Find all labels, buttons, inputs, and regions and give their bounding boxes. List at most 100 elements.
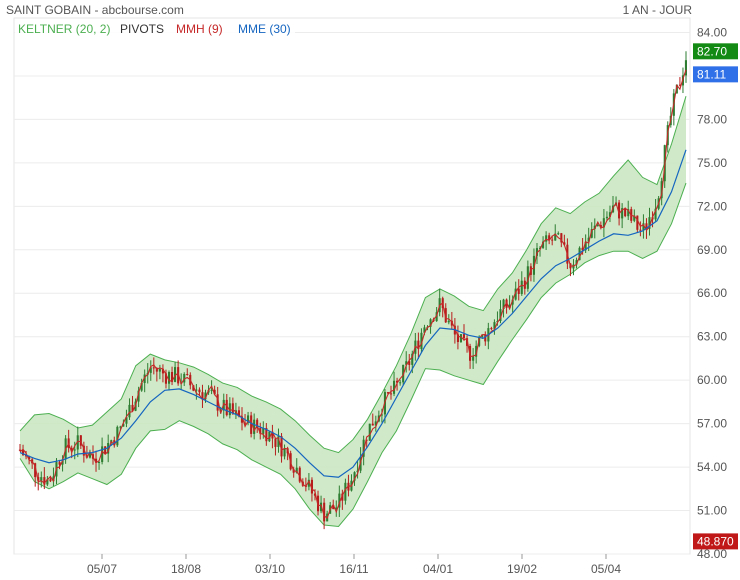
- last-value-labels: 82.70 81.11 48.870: [693, 43, 738, 550]
- candle-body: [390, 393, 393, 395]
- candle-body: [368, 423, 371, 441]
- y-tick-label: 72.00: [697, 199, 727, 213]
- candle-body: [344, 482, 347, 501]
- candle-body: [262, 428, 265, 434]
- indicator-lines: [19, 69, 687, 519]
- candle-body: [119, 426, 122, 428]
- candle-body: [581, 247, 584, 251]
- candle-body: [514, 288, 517, 300]
- candle-body: [405, 361, 408, 365]
- candle-body: [605, 216, 608, 219]
- candle-body: [18, 449, 21, 451]
- candle-body: [593, 225, 596, 229]
- candle-body: [423, 327, 426, 333]
- candle-body: [557, 233, 560, 235]
- candle-body: [244, 422, 247, 424]
- y-tick-label: 78.00: [697, 112, 727, 126]
- candle-body: [168, 372, 171, 384]
- candle-body: [429, 319, 432, 327]
- candle-body: [186, 374, 189, 375]
- last-value-badge: [693, 43, 738, 60]
- y-tick-label: 66.00: [697, 286, 727, 300]
- candle-body: [554, 233, 557, 241]
- y-tick-label: 57.00: [697, 417, 727, 431]
- candle-body: [493, 322, 496, 329]
- candle-body: [210, 389, 213, 391]
- candle-body: [140, 383, 143, 391]
- legend-item[interactable]: PIVOTS: [120, 22, 164, 36]
- candle-body: [34, 463, 37, 478]
- candle-body: [40, 477, 43, 481]
- candle-body: [310, 479, 313, 494]
- legend-item[interactable]: KELTNER (20, 2): [18, 22, 110, 36]
- candle-body: [545, 235, 548, 242]
- mme-line: [19, 149, 687, 478]
- candle-body: [174, 367, 177, 382]
- candle-body: [247, 415, 250, 423]
- candle-body: [307, 479, 310, 487]
- candle-body: [563, 242, 566, 245]
- candle-body: [149, 367, 152, 373]
- candle-body: [88, 454, 91, 458]
- candle-body: [575, 260, 578, 265]
- candle-body: [511, 299, 514, 305]
- candle-body: [645, 223, 648, 229]
- candle-body: [104, 446, 107, 454]
- candle-body: [49, 479, 52, 482]
- candle-body: [128, 404, 131, 418]
- candle-body: [542, 241, 545, 248]
- candle-body: [201, 392, 204, 400]
- y-tick-label: 69.00: [697, 243, 727, 257]
- legend-item[interactable]: MME (30): [238, 22, 291, 36]
- candle-body: [447, 320, 450, 323]
- period-label[interactable]: 1 AN - JOUR: [622, 3, 692, 17]
- y-tick-label: 63.00: [697, 330, 727, 344]
- y-tick-label: 75.00: [697, 156, 727, 170]
- candle-body: [587, 237, 590, 242]
- candle-body: [508, 304, 511, 308]
- legend-item[interactable]: MMH (9): [176, 22, 223, 36]
- candle-body: [161, 368, 164, 374]
- candle-body: [399, 382, 402, 384]
- candle-body: [523, 280, 526, 289]
- candle-body: [386, 392, 389, 394]
- candle-body: [25, 455, 28, 457]
- candle-body: [684, 60, 687, 76]
- last-value-badge: [693, 533, 738, 550]
- candle-body: [332, 505, 335, 510]
- candle-body: [137, 390, 140, 402]
- candle-body: [411, 353, 414, 365]
- candle-body: [277, 436, 280, 447]
- y-axis: 84.0081.0078.0075.0072.0069.0066.0063.00…: [697, 25, 727, 561]
- candle-body: [490, 328, 493, 330]
- y-tick-label: 54.00: [697, 460, 727, 474]
- candle-body: [520, 280, 523, 294]
- candle-body: [107, 443, 110, 454]
- candle-body: [28, 456, 31, 460]
- candle-body: [274, 438, 277, 447]
- candle-body: [125, 417, 128, 424]
- candle-body: [362, 439, 365, 457]
- candle-body: [143, 374, 146, 383]
- candle-body: [338, 493, 341, 508]
- last-value-badge: [693, 66, 738, 83]
- x-tick-label: 05/04: [591, 562, 621, 576]
- candle-body: [213, 389, 216, 395]
- candle-body: [627, 209, 630, 217]
- candle-body: [250, 415, 253, 434]
- last-value-text: 48.870: [697, 534, 734, 548]
- candle-body: [204, 392, 207, 400]
- candle-body: [101, 446, 104, 462]
- candle-body: [648, 217, 651, 229]
- candle-body: [639, 229, 642, 231]
- candle-body: [475, 345, 478, 357]
- candle-body: [158, 368, 161, 372]
- candle-body: [602, 218, 605, 228]
- candle-body: [43, 477, 46, 485]
- candle-body: [472, 356, 475, 361]
- candle-body: [608, 212, 611, 217]
- candle-body: [216, 394, 219, 411]
- candle-body: [678, 84, 681, 86]
- candle-body: [675, 84, 678, 94]
